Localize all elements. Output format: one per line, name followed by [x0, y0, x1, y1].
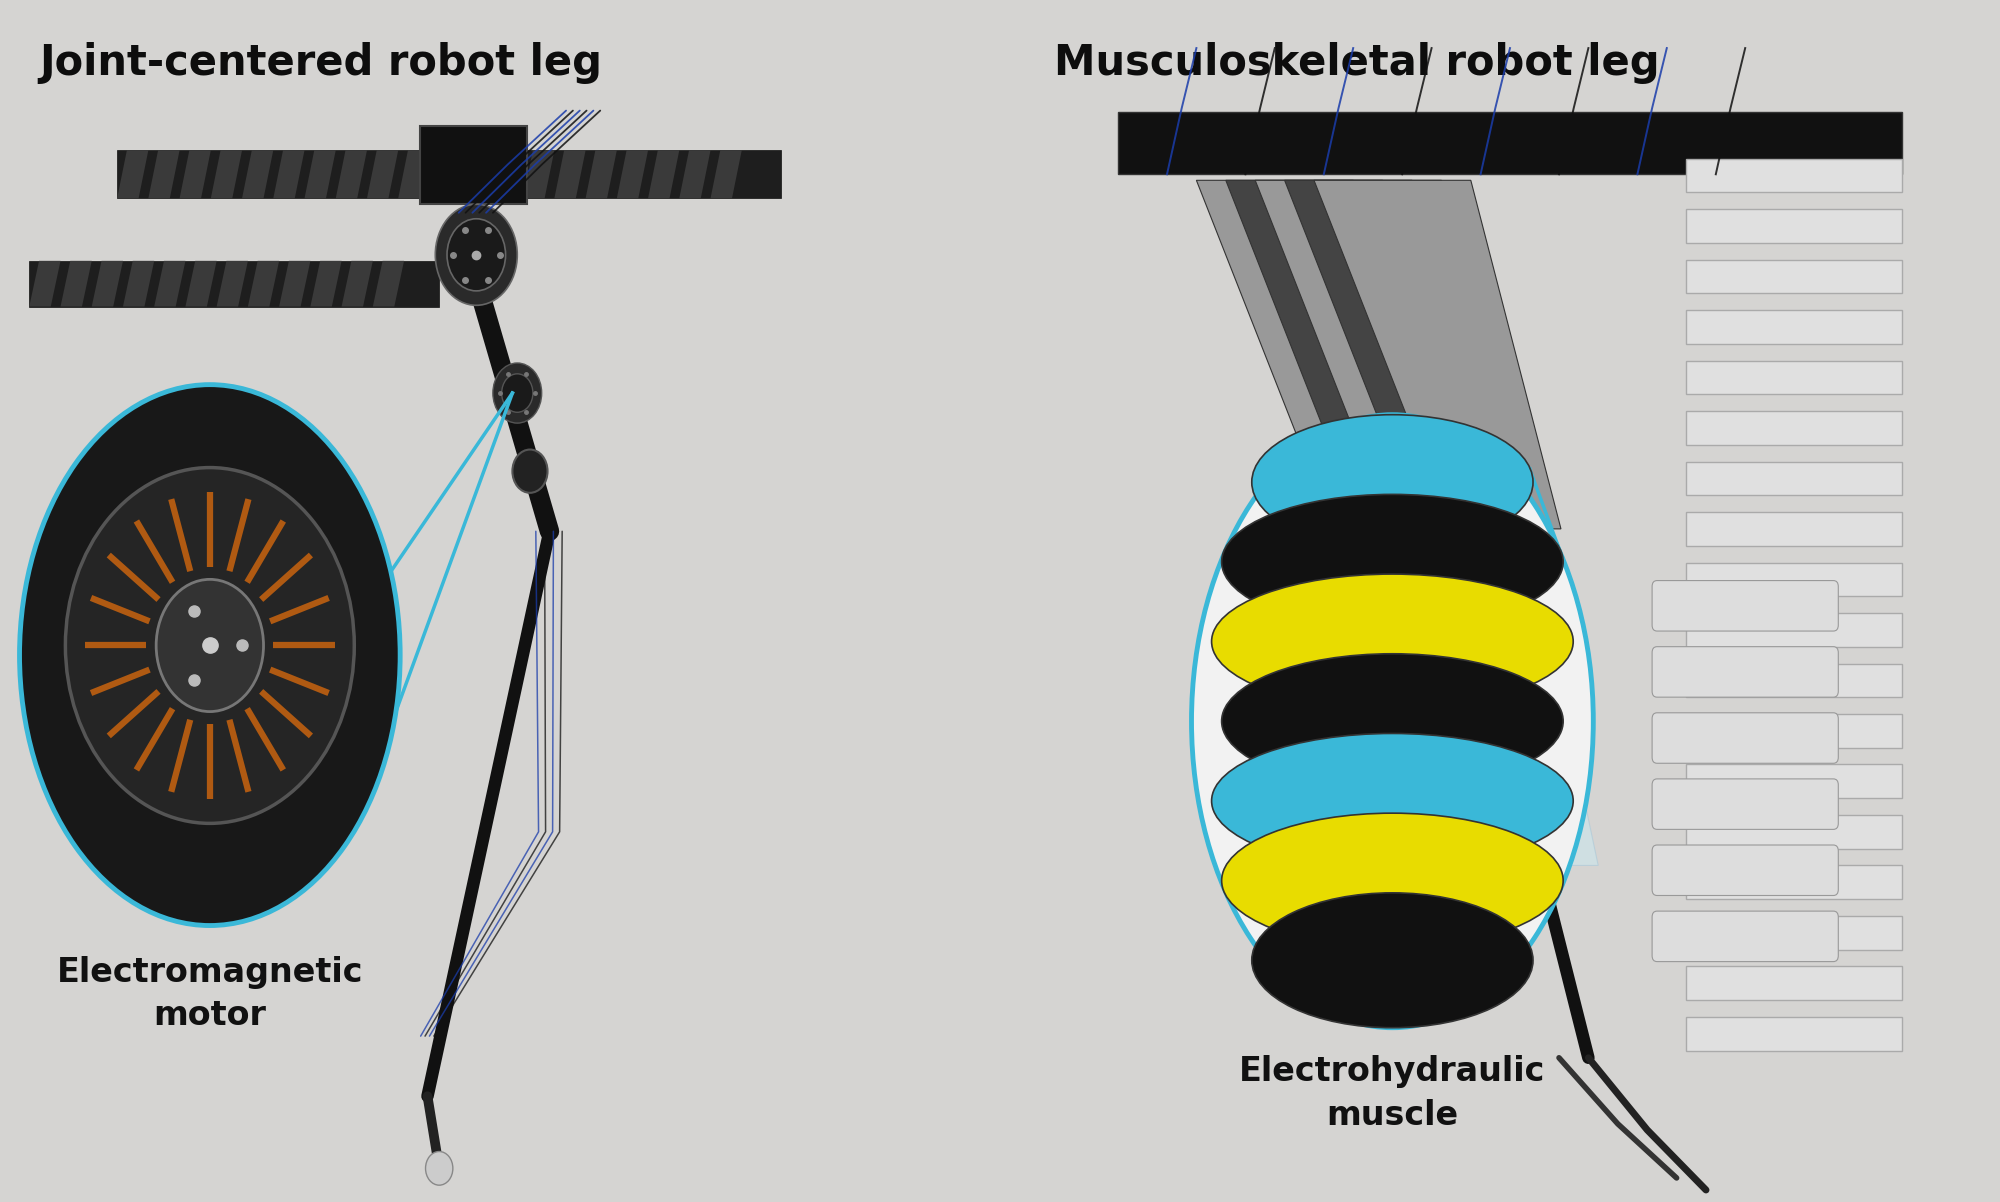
- Bar: [1686, 916, 1902, 950]
- Ellipse shape: [1222, 813, 1564, 948]
- Bar: [1686, 260, 1902, 293]
- Polygon shape: [648, 150, 680, 198]
- Polygon shape: [122, 261, 154, 307]
- FancyBboxPatch shape: [1652, 713, 1838, 763]
- Polygon shape: [554, 150, 586, 198]
- Polygon shape: [1314, 541, 1530, 865]
- Polygon shape: [1348, 541, 1564, 865]
- Polygon shape: [186, 261, 216, 307]
- Polygon shape: [92, 261, 122, 307]
- FancyBboxPatch shape: [1652, 779, 1838, 829]
- Polygon shape: [586, 150, 616, 198]
- Polygon shape: [30, 261, 60, 307]
- Polygon shape: [310, 261, 342, 307]
- Ellipse shape: [1252, 893, 1534, 1028]
- Polygon shape: [460, 150, 492, 198]
- Bar: [1686, 865, 1902, 899]
- Polygon shape: [154, 261, 186, 307]
- Polygon shape: [372, 261, 404, 307]
- Bar: [1686, 563, 1902, 596]
- Bar: [1686, 512, 1902, 546]
- Circle shape: [436, 204, 518, 305]
- Circle shape: [492, 363, 542, 423]
- Circle shape: [512, 450, 548, 493]
- Polygon shape: [1382, 541, 1598, 865]
- Ellipse shape: [20, 385, 400, 926]
- Polygon shape: [280, 261, 310, 307]
- Bar: [420, 126, 528, 204]
- Circle shape: [448, 219, 506, 291]
- Bar: [1686, 714, 1902, 748]
- Text: Musculoskeletal robot leg: Musculoskeletal robot leg: [1054, 42, 1660, 84]
- Ellipse shape: [1212, 733, 1574, 868]
- Polygon shape: [680, 150, 710, 198]
- Circle shape: [156, 579, 264, 712]
- Polygon shape: [710, 150, 742, 198]
- Polygon shape: [1284, 180, 1532, 529]
- Circle shape: [426, 1152, 452, 1185]
- Ellipse shape: [1212, 575, 1574, 709]
- FancyBboxPatch shape: [1652, 911, 1838, 962]
- Polygon shape: [1314, 180, 1560, 529]
- Polygon shape: [366, 150, 398, 198]
- Bar: [1686, 411, 1902, 445]
- Bar: [1686, 613, 1902, 647]
- Bar: [1686, 209, 1902, 243]
- Bar: [1686, 664, 1902, 697]
- Bar: [1686, 310, 1902, 344]
- Polygon shape: [398, 150, 430, 198]
- Polygon shape: [216, 261, 248, 307]
- Bar: [1118, 112, 1902, 174]
- Polygon shape: [616, 150, 648, 198]
- Polygon shape: [336, 150, 366, 198]
- Ellipse shape: [1252, 415, 1534, 549]
- Polygon shape: [1226, 180, 1472, 529]
- Polygon shape: [148, 150, 180, 198]
- Text: Electromagnetic
motor: Electromagnetic motor: [56, 956, 364, 1033]
- Ellipse shape: [1222, 654, 1564, 789]
- Bar: [1686, 159, 1902, 192]
- Bar: [1686, 361, 1902, 394]
- FancyBboxPatch shape: [1652, 845, 1838, 895]
- Polygon shape: [1196, 180, 1444, 529]
- Polygon shape: [1256, 180, 1502, 529]
- Bar: [118, 150, 780, 198]
- Polygon shape: [430, 150, 460, 198]
- Polygon shape: [60, 261, 92, 307]
- Bar: [30, 261, 440, 307]
- Bar: [1686, 1017, 1902, 1051]
- Polygon shape: [342, 261, 372, 307]
- Text: Joint-centered robot leg: Joint-centered robot leg: [40, 42, 602, 84]
- Polygon shape: [242, 150, 274, 198]
- Polygon shape: [248, 261, 280, 307]
- Polygon shape: [274, 150, 304, 198]
- Polygon shape: [118, 150, 148, 198]
- Polygon shape: [180, 150, 210, 198]
- Circle shape: [502, 374, 532, 412]
- Polygon shape: [210, 150, 242, 198]
- FancyBboxPatch shape: [1652, 647, 1838, 697]
- Bar: [1686, 764, 1902, 798]
- Circle shape: [66, 468, 354, 823]
- Polygon shape: [304, 150, 336, 198]
- Bar: [1686, 815, 1902, 849]
- Bar: [1686, 462, 1902, 495]
- Bar: [1686, 966, 1902, 1000]
- Ellipse shape: [1222, 494, 1564, 630]
- Polygon shape: [492, 150, 524, 198]
- Ellipse shape: [1192, 415, 1594, 1028]
- Polygon shape: [524, 150, 554, 198]
- FancyBboxPatch shape: [1652, 581, 1838, 631]
- Text: Electrohydraulic
muscle: Electrohydraulic muscle: [1240, 1055, 1546, 1132]
